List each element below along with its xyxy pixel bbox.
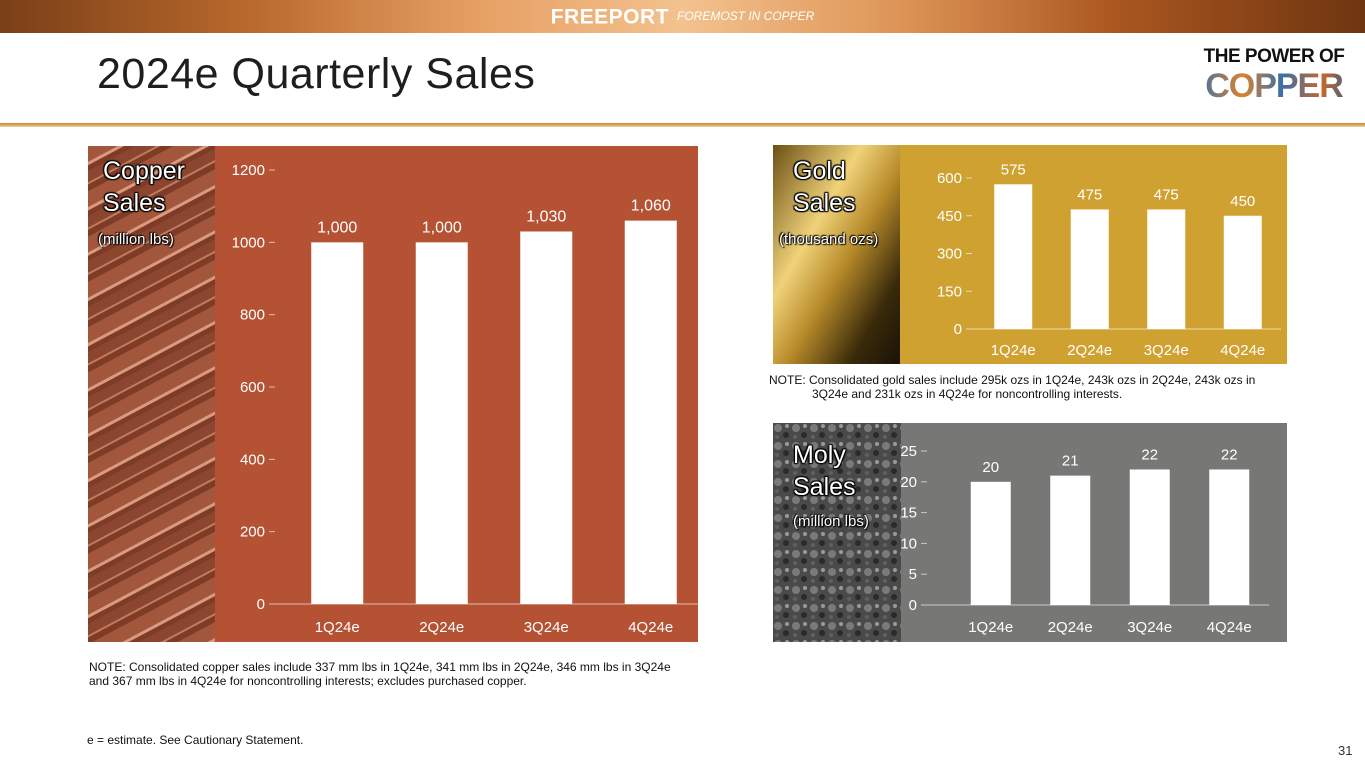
- copper-bar: [624, 220, 677, 604]
- brand-header: FREEPORT FOREMOST IN COPPER: [0, 0, 1365, 33]
- moly-title: Moly Sales: [793, 439, 856, 503]
- copper-y-tick-label: 1000: [232, 234, 265, 251]
- copper-y-tick-label: 0: [257, 596, 265, 613]
- moly-data-label: 21: [1062, 453, 1079, 470]
- moly-bar: [1209, 469, 1250, 605]
- copper-note: NOTE: Consolidated copper sales include …: [89, 660, 671, 688]
- gold-note-line-2: 3Q24e and 231k ozs in 4Q24e for noncontr…: [812, 387, 1123, 401]
- gold-chart: 0 150 300 450 600 575 1Q24e 475 2Q24e 475 3Q24e 450…: [773, 145, 1287, 364]
- moly-y-tick-label: 25: [900, 443, 917, 460]
- brand-name: FREEPORT: [550, 5, 669, 29]
- gold-y-tick-label: 150: [937, 283, 962, 300]
- moly-panel: 0 5 10 15 20 25 20 1Q24e 21 2Q24e 22 3Q24e 22 4Q24e M…: [773, 423, 1287, 642]
- gold-bar: [1223, 215, 1262, 329]
- header-divider: [0, 123, 1365, 127]
- copper-category-label: 3Q24e: [524, 619, 569, 636]
- copper-bar: [520, 231, 573, 604]
- copper-y-tick-label: 800: [240, 307, 265, 324]
- gold-bar: [1070, 209, 1109, 329]
- logo-line-1: THE POWER OF: [1203, 46, 1345, 67]
- top-banner: [0, 0, 1365, 33]
- copper-category-label: 2Q24e: [419, 619, 464, 636]
- copper-data-label: 1,000: [422, 219, 462, 236]
- gold-y-tick-label: 0: [954, 321, 962, 338]
- gold-note-line-1: NOTE: Consolidated gold sales include 29…: [769, 373, 1256, 387]
- copper-y-tick-label: 1200: [232, 162, 265, 179]
- moly-bar: [1050, 475, 1091, 605]
- copper-y-tick-label: 200: [240, 524, 265, 541]
- moly-y-tick-label: 15: [900, 505, 917, 522]
- copper-chart: 0 200 400 600 800 1000 1200 1,000 1Q24e 1,000 2Q24…: [88, 146, 698, 642]
- gold-data-label: 475: [1154, 186, 1179, 203]
- moly-title-line-1: Moly: [793, 441, 846, 469]
- copper-data-label: 1,030: [526, 208, 566, 225]
- gold-title-line-2: Sales: [793, 189, 856, 217]
- copper-panel: 0 200 400 600 800 1000 1200 1,000 1Q24e 1,000 2Q24…: [88, 146, 698, 642]
- page-number: 31: [1338, 743, 1353, 758]
- copper-title-line-2: Sales: [103, 189, 166, 217]
- gold-unit: (thousand ozs): [779, 231, 879, 248]
- moly-y-tick-label: 20: [900, 474, 917, 491]
- moly-bar: [1129, 469, 1170, 605]
- logo-line-2: COPPER: [1194, 68, 1354, 104]
- page-title: 2024e Quarterly Sales: [97, 50, 536, 98]
- moly-y-tick-label: 10: [900, 535, 917, 552]
- copper-bar: [415, 242, 468, 604]
- gold-y-tick-label: 600: [937, 170, 962, 187]
- moly-data-label: 22: [1221, 446, 1238, 463]
- gold-category-label: 1Q24e: [991, 342, 1036, 359]
- copper-bar: [311, 242, 364, 604]
- moly-category-label: 2Q24e: [1048, 619, 1093, 636]
- gold-y-tick-label: 450: [937, 208, 962, 225]
- moly-data-label: 22: [1141, 446, 1158, 463]
- gold-data-label: 475: [1077, 186, 1102, 203]
- estimate-footnote: e = estimate. See Cautionary Statement.: [87, 733, 304, 747]
- gold-note: NOTE: Consolidated gold sales include 29…: [769, 373, 1299, 401]
- moly-category-label: 1Q24e: [968, 619, 1013, 636]
- moly-category-label: 3Q24e: [1127, 619, 1172, 636]
- copper-category-label: 4Q24e: [628, 619, 673, 636]
- copper-data-label: 1,060: [631, 198, 671, 215]
- moly-y-tick-label: 0: [909, 597, 917, 614]
- moly-category-label: 4Q24e: [1207, 619, 1252, 636]
- moly-data-label: 20: [982, 459, 999, 476]
- moly-chart: 0 5 10 15 20 25 20 1Q24e 21 2Q24e 22 3Q24e 22 4Q24e: [773, 423, 1287, 642]
- moly-unit: (million lbs): [793, 513, 869, 530]
- gold-title-line-1: Gold: [793, 157, 846, 185]
- copper-unit: (million lbs): [98, 231, 174, 248]
- moly-bar: [970, 481, 1011, 605]
- gold-bar: [994, 184, 1033, 329]
- gold-bar: [1147, 209, 1186, 329]
- copper-y-tick-label: 600: [240, 379, 265, 396]
- gold-panel: 0 150 300 450 600 575 1Q24e 475 2Q24e 475 3Q24e 450…: [773, 145, 1287, 364]
- gold-category-label: 4Q24e: [1220, 342, 1265, 359]
- power-of-copper-logo: THE POWER OF COPPER: [1194, 46, 1354, 108]
- gold-bar-image: [773, 145, 900, 364]
- copper-data-label: 1,000: [317, 219, 357, 236]
- copper-category-label: 1Q24e: [315, 619, 360, 636]
- gold-data-label: 575: [1001, 161, 1026, 178]
- gold-category-label: 3Q24e: [1144, 342, 1189, 359]
- moly-ore-image: [773, 423, 901, 642]
- gold-category-label: 2Q24e: [1067, 342, 1112, 359]
- copper-title-line-1: Copper: [103, 157, 185, 185]
- gold-title: Gold Sales: [793, 155, 856, 219]
- gold-data-label: 450: [1230, 193, 1255, 210]
- gold-y-tick-label: 300: [937, 246, 962, 263]
- brand-tagline: FOREMOST IN COPPER: [677, 9, 815, 24]
- copper-y-tick-label: 400: [240, 451, 265, 468]
- moly-title-line-2: Sales: [793, 473, 856, 501]
- copper-title: Copper Sales: [103, 155, 185, 219]
- moly-y-tick-label: 5: [909, 566, 917, 583]
- copper-cathode-image: [88, 146, 215, 642]
